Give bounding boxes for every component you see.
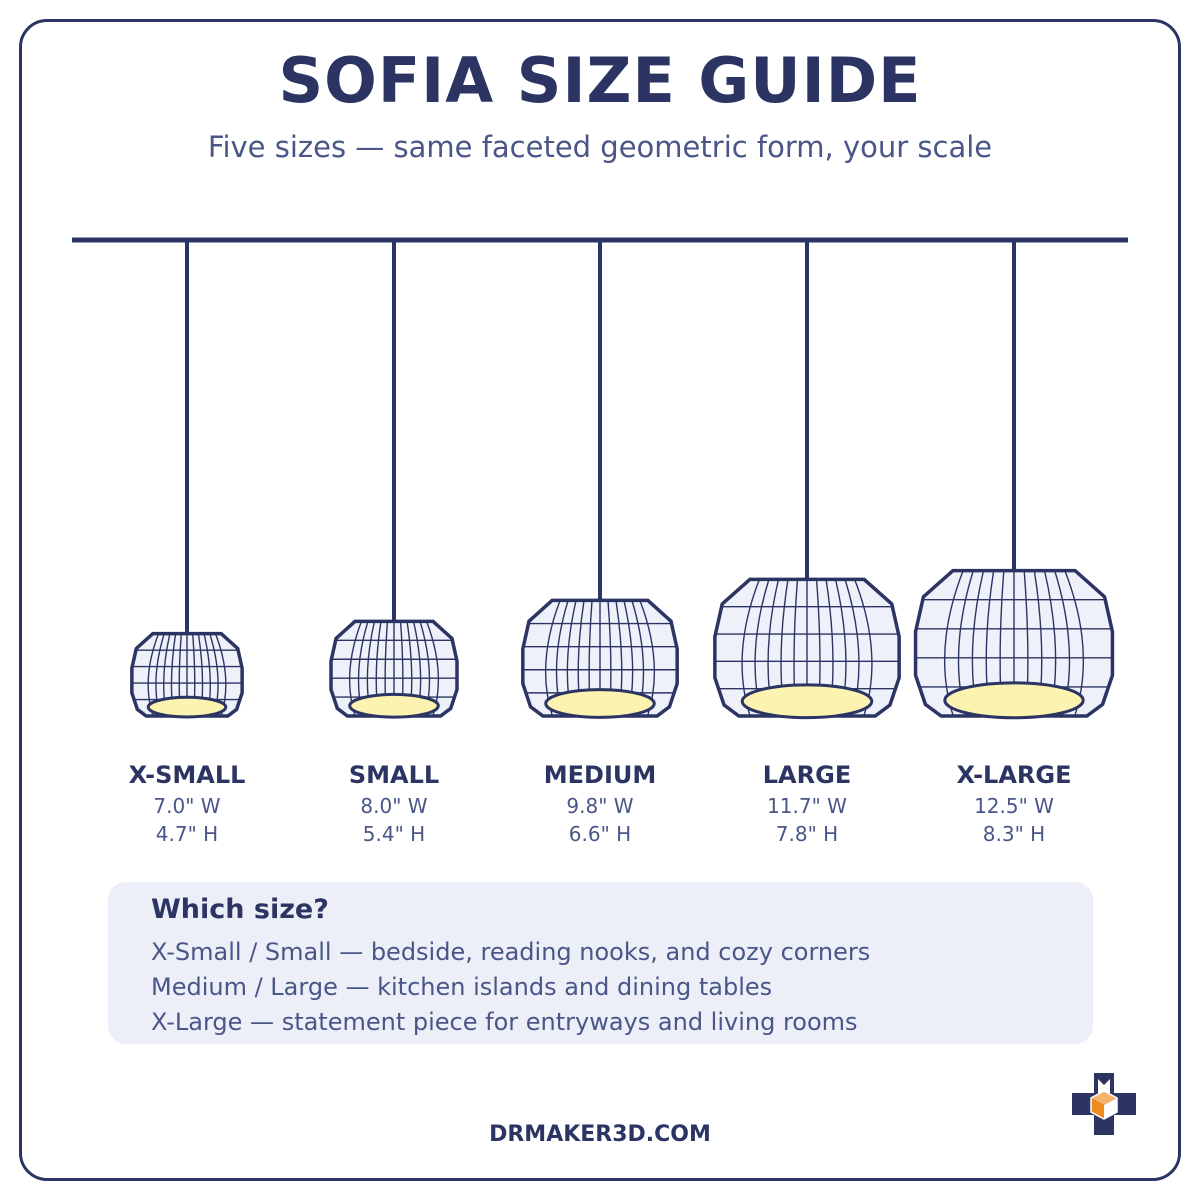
size-name: SMALL xyxy=(348,761,440,789)
pendant-lamp-small xyxy=(329,240,459,719)
page-title: SOFIA SIZE GUIDE xyxy=(278,44,922,117)
size-width: 8.0" W xyxy=(360,794,428,818)
size-width: 12.5" W xyxy=(974,794,1054,818)
size-height: 4.7" H xyxy=(155,822,219,846)
bulb-glow xyxy=(544,688,656,719)
bulb-glow xyxy=(740,683,874,720)
pendant-lamp-x-large xyxy=(913,240,1115,720)
size-width: 9.8" W xyxy=(566,794,634,818)
size-height: 6.6" H xyxy=(568,822,632,846)
advice-line: X-Small / Small — bedside, reading nooks… xyxy=(151,938,871,966)
size-width: 11.7" W xyxy=(767,794,847,818)
pendant-lamp-medium xyxy=(521,240,679,719)
website-footer: DRMAKER3D.COM xyxy=(489,1122,711,1147)
size-name: X-LARGE xyxy=(956,761,1072,789)
size-name: X-SMALL xyxy=(128,761,246,789)
size-label-x-small: X-SMALL 7.0" W 4.7" H xyxy=(77,758,297,848)
advice-heading: Which size? xyxy=(151,894,329,925)
bulb-glow xyxy=(943,681,1085,720)
size-advice-panel: Which size? X-Small / Small — bedside, r… xyxy=(108,882,1093,1044)
size-name: MEDIUM xyxy=(543,761,657,789)
size-width: 7.0" W xyxy=(153,794,221,818)
size-label-small: SMALL 8.0" W 5.4" H xyxy=(284,758,504,848)
pendant-lamps-diagram xyxy=(72,237,1128,720)
bulb-glow xyxy=(146,695,228,719)
size-height: 5.4" H xyxy=(362,822,426,846)
size-label-large: LARGE 11.7" W 7.8" H xyxy=(697,758,917,848)
page-subtitle: Five sizes — same faceted geometric form… xyxy=(207,130,993,164)
size-label-medium: MEDIUM 9.8" W 6.6" H xyxy=(490,758,710,848)
size-height: 7.8" H xyxy=(775,822,839,846)
size-height: 8.3" H xyxy=(982,822,1046,846)
pendant-lamp-x-small xyxy=(130,240,244,719)
bulb-glow xyxy=(348,692,440,719)
pendant-lamp-large xyxy=(713,240,901,720)
advice-line: Medium / Large — kitchen islands and din… xyxy=(151,973,773,1001)
size-label-x-large: X-LARGE 12.5" W 8.3" H xyxy=(904,758,1124,848)
advice-line: X-Large — statement piece for entryways … xyxy=(151,1008,858,1036)
cube-cross-logo-icon xyxy=(1072,1073,1136,1135)
size-name: LARGE xyxy=(762,761,852,789)
